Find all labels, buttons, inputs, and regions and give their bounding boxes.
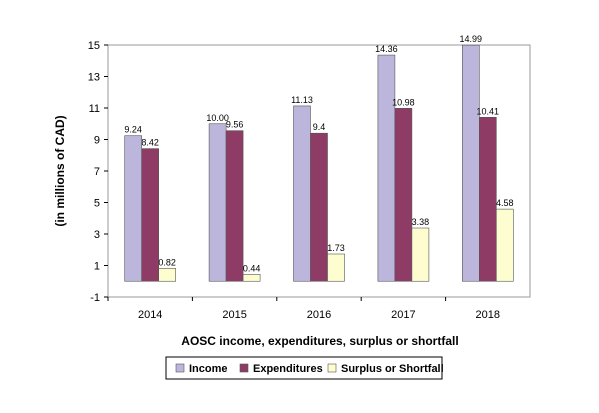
bar-expenditures-2016: [310, 132, 328, 282]
data-label: 1.73: [327, 243, 345, 253]
legend-label-expenditures: Expenditures: [253, 363, 323, 375]
legend-swatch-surplus-or-shortfall: [327, 363, 337, 373]
legend-swatch-income: [175, 363, 185, 373]
data-label: 8.42: [141, 138, 159, 148]
legend-box: [165, 356, 443, 380]
data-label: 14.36: [375, 44, 398, 54]
bar-expenditures-2015: [225, 130, 244, 282]
data-label: 3.38: [412, 217, 430, 227]
bar-surplus-or-shortfall-2014: [158, 268, 176, 282]
bar-expenditures-2017: [394, 108, 413, 282]
x-tick-label: 2014: [138, 309, 162, 321]
bar-income-2018: [461, 44, 480, 282]
bar-surplus-or-shortfall-2016: [327, 253, 345, 282]
data-label: 4.58: [496, 198, 514, 208]
bar-series: [124, 44, 514, 282]
data-label: 0.44: [243, 263, 261, 273]
y-tick-label: 9: [94, 135, 100, 147]
data-labels: 9.24 10.00 11.13 14.36 14.99 8.42 9.56 9.4 10.98…: [124, 34, 513, 273]
legend-swatch-expenditures: [239, 363, 249, 373]
data-label: 0.82: [158, 257, 176, 267]
bar-surplus-or-shortfall-2018: [495, 208, 514, 282]
data-label: 9.24: [124, 125, 142, 135]
y-axis-label: (in millions of CAD): [53, 115, 67, 226]
legend: Income Expenditures Surplus or Shortfall: [165, 356, 444, 380]
bar-income-2015: [208, 123, 227, 282]
x-tick-label: 2015: [222, 309, 246, 321]
y-tick-label: 1: [94, 261, 100, 273]
y-tick-label: 11: [89, 103, 100, 115]
data-label: 11.13: [291, 95, 313, 105]
x-tick-label: 2016: [307, 309, 331, 321]
data-label: 10.41: [477, 106, 500, 116]
bar-income-2014: [124, 135, 142, 282]
data-label: 10.98: [392, 97, 415, 107]
y-tick-label: 7: [94, 166, 100, 178]
y-tick-label: 3: [94, 229, 100, 241]
y-tick-label: 5: [94, 198, 100, 210]
y-tick-label: 15: [88, 40, 100, 52]
bar-surplus-or-shortfall-2015: [242, 274, 261, 282]
y-tick-label: 13: [88, 72, 100, 84]
data-label: 9.56: [226, 120, 244, 130]
data-label: 10.00: [206, 113, 229, 123]
x-tick-label: 2018: [476, 309, 500, 321]
legend-label-income: Income: [189, 363, 228, 375]
x-tick-label: 2017: [391, 309, 415, 321]
bar-income-2016: [293, 105, 311, 282]
x-axis-ticks: 2014 2015 2016 2017 2018: [107, 297, 500, 321]
data-label: 9.4: [313, 122, 326, 132]
bar-expenditures-2018: [478, 116, 497, 282]
bar-surplus-or-shortfall-2017: [411, 227, 430, 282]
legend-label-surplus-or-shortfall: Surplus or Shortfall: [341, 363, 444, 375]
y-tick-label: -1: [90, 292, 100, 304]
bar-income-2017: [377, 54, 396, 282]
x-axis-label: AOSC income, expenditures, surplus or sh…: [181, 334, 458, 348]
data-label: 14.99: [460, 34, 483, 44]
bar-expenditures-2014: [141, 148, 159, 282]
